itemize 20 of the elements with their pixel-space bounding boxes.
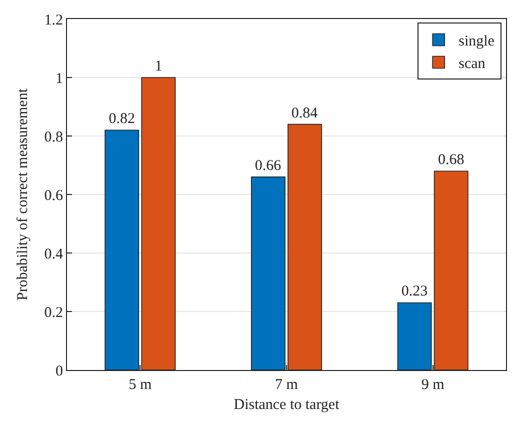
legend-label: scan <box>458 56 486 72</box>
data-label: 0.84 <box>291 105 318 122</box>
x-tick-label: 9 m <box>421 377 445 393</box>
y-tick-label: 0.6 <box>44 188 64 204</box>
data-label: 0.68 <box>438 152 464 168</box>
x-tick-label: 5 m <box>128 377 152 393</box>
x-tick-label: 7 m <box>275 377 298 393</box>
legend-label: single <box>458 34 495 50</box>
y-tick-label: 0.4 <box>44 246 64 262</box>
data-label: 0.82 <box>108 111 135 128</box>
y-axis-title: Probability of correct measurement <box>15 88 31 301</box>
data-label: 1 <box>154 58 162 74</box>
y-tick-label: 0.8 <box>44 129 63 146</box>
x-axis-title: Distance to target <box>234 397 340 413</box>
y-tick-label: 1.2 <box>44 12 63 28</box>
y-tick-label: 0.2 <box>44 304 63 321</box>
data-label: 0.66 <box>254 158 282 174</box>
data-label: 0.23 <box>401 284 428 300</box>
y-tick-label: 1 <box>56 70 63 87</box>
y-tick-label: 0 <box>56 363 63 380</box>
